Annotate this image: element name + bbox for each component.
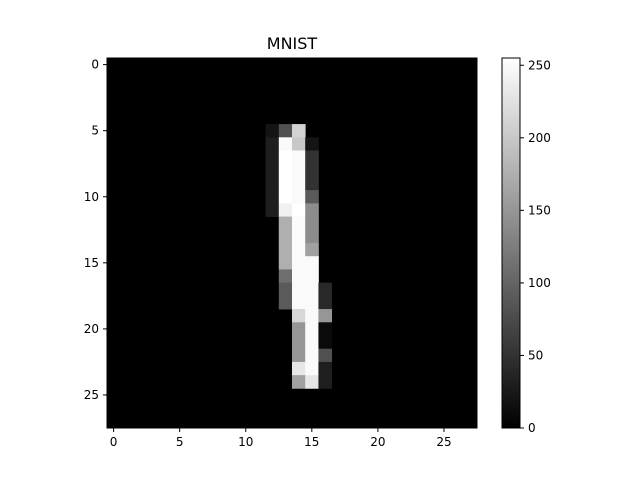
heatmap-cell: [292, 190, 306, 204]
heatmap-cell: [292, 361, 306, 376]
heatmap-cell: [278, 190, 293, 204]
heatmap-cell: [278, 282, 293, 297]
heatmap-cell: [305, 163, 319, 178]
heatmap-cell: [305, 348, 319, 363]
x-tick-label: 25: [436, 435, 451, 449]
heatmap-cell: [278, 203, 293, 217]
heatmap-cell: [265, 150, 280, 165]
colorbar-tick-label: 200: [528, 131, 551, 145]
heatmap-cell: [318, 295, 333, 310]
heatmap-cell: [278, 256, 293, 270]
x-tick-label: 10: [238, 435, 253, 449]
heatmap-cell: [278, 216, 293, 231]
y-tick-label: 0: [91, 58, 99, 72]
heatmap-cell: [265, 124, 280, 138]
heatmap-cell: [305, 335, 319, 350]
heatmap-cell: [278, 229, 293, 244]
heatmap-cell: [292, 348, 306, 363]
heatmap-cell: [278, 124, 293, 138]
heatmap-cell: [318, 348, 333, 363]
colorbar-tick-label: 100: [528, 276, 551, 290]
heatmap-cell: [292, 163, 306, 178]
colorbar-tick-label: 250: [528, 58, 551, 72]
heatmap-cell: [305, 190, 319, 204]
heatmap-cell: [265, 190, 280, 204]
heatmap-cell: [292, 243, 306, 257]
heatmap-cell: [318, 282, 333, 297]
x-tick-label: 5: [176, 435, 184, 449]
y-axis: 0 5 10 15 20 25: [84, 58, 107, 402]
heatmap-cell: [292, 309, 306, 323]
heatmap-cell: [292, 229, 306, 244]
y-tick-label: 15: [84, 256, 99, 270]
x-tick-label: 20: [370, 435, 385, 449]
heatmap-cell: [292, 295, 306, 310]
heatmap-pixels: [265, 124, 333, 389]
heatmap-cell: [292, 176, 306, 191]
heatmap-cell: [318, 322, 333, 336]
heatmap-cell: [278, 163, 293, 178]
heatmap-cell: [305, 137, 319, 151]
heatmap-cell: [305, 229, 319, 244]
colorbar-tick-label: 150: [528, 203, 551, 217]
heatmap-cell: [292, 269, 306, 284]
heatmap-cell: [278, 269, 293, 284]
heatmap-cell: [292, 216, 306, 231]
heatmap-cell: [318, 309, 333, 323]
heatmap-cell: [305, 176, 319, 191]
heatmap-cell: [278, 150, 293, 165]
colorbar-frame: [501, 57, 521, 429]
heatmap-cell: [292, 322, 306, 336]
x-axis: 0 5 10 15 20 25: [110, 428, 452, 449]
heatmap-cell: [305, 256, 319, 270]
heatmap-cell: [305, 269, 319, 284]
heatmap-cell: [278, 176, 293, 191]
heatmap-cell: [265, 176, 280, 191]
heatmap-cell: [292, 335, 306, 350]
colorbar-tick-label: 0: [528, 421, 536, 435]
x-tick-label: 0: [110, 435, 118, 449]
heatmap-cell: [292, 137, 306, 151]
heatmap-cell: [292, 124, 306, 138]
heatmap-cell: [265, 137, 280, 151]
heatmap-cell: [305, 309, 319, 323]
heatmap-cell: [305, 203, 319, 217]
heatmap-cell: [305, 375, 319, 389]
heatmap-cell: [318, 361, 333, 376]
heatmap-cell: [265, 163, 280, 178]
heatmap-cell: [305, 295, 319, 310]
heatmap-cell: [305, 150, 319, 165]
heatmap-cell: [318, 335, 333, 350]
heatmap-cell: [278, 243, 293, 257]
heatmap-cell: [278, 295, 293, 310]
y-tick-label: 25: [84, 388, 99, 402]
chart-title: MNIST: [267, 34, 318, 53]
y-tick-label: 5: [91, 124, 99, 138]
x-tick-label: 15: [304, 435, 319, 449]
heatmap-frame: [106, 57, 478, 429]
colorbar-gradient: [502, 58, 520, 428]
heatmap-cell: [318, 375, 333, 389]
heatmap-cell: [265, 203, 280, 217]
heatmap-cell: [305, 361, 319, 376]
colorbar-axis: 0 50 100 150 200 250: [520, 58, 551, 435]
heatmap-cell: [305, 282, 319, 297]
y-tick-label: 10: [84, 190, 99, 204]
heatmap-cell: [278, 137, 293, 151]
heatmap-cell: [292, 203, 306, 217]
heatmap-cell: [292, 282, 306, 297]
heatmap-cell: [305, 243, 319, 257]
heatmap-cell: [305, 322, 319, 336]
heatmap-cell: [292, 256, 306, 270]
y-tick-label: 20: [84, 322, 99, 336]
colorbar-tick-label: 50: [528, 348, 543, 362]
heatmap-cell: [292, 150, 306, 165]
heatmap-cell: [292, 375, 306, 389]
heatmap-cell: [305, 216, 319, 231]
